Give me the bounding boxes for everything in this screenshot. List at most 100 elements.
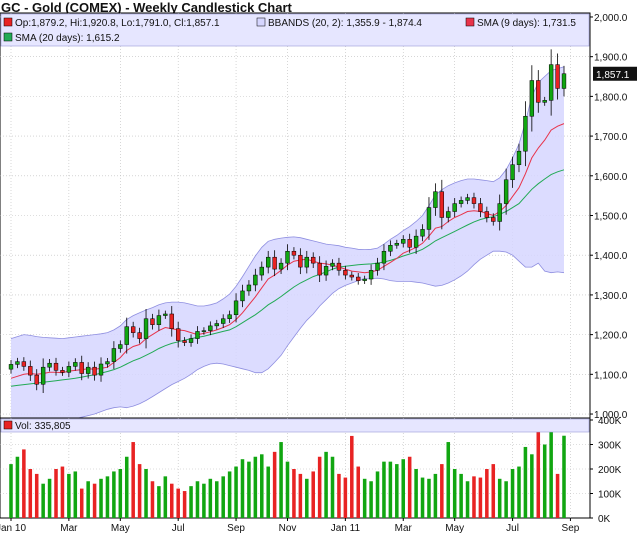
bbands-legend-swatch (256, 17, 266, 27)
volume-bar (440, 464, 444, 518)
volume-bar (510, 469, 515, 518)
candle-body-up (240, 290, 245, 302)
candle (201, 327, 207, 335)
candle-body-up (452, 203, 457, 212)
bollinger-upper-line (10, 66, 565, 340)
volume-legend-swatch (3, 420, 13, 430)
price-tick-label: 1,400.0 (594, 251, 628, 262)
candle (510, 156, 515, 188)
price-axis: 1,000.0 1,100.0 1,200.0 1,300.0 1,400.0 1,500… (590, 13, 628, 421)
candle-body-up (388, 245, 393, 252)
candle (304, 250, 309, 274)
price-tick-label: 1,800.0 (594, 92, 628, 103)
candle-body-down (130, 326, 136, 333)
volume-bars-group (9, 424, 566, 518)
volume-bar (150, 481, 155, 518)
candle (349, 271, 354, 281)
candle (336, 257, 342, 276)
candle (446, 206, 451, 223)
last-price-tag-box (593, 66, 637, 81)
candle (208, 321, 213, 336)
candle (118, 340, 123, 353)
candle-body-up (458, 200, 464, 204)
candle (227, 310, 232, 323)
volume-bar (562, 435, 566, 518)
candle (214, 319, 219, 330)
volume-bar (176, 488, 180, 518)
volume-bar (73, 471, 78, 518)
candle-body-up (208, 325, 213, 331)
sma9-legend-swatch (465, 17, 475, 27)
volume-bar (54, 469, 58, 518)
candle (497, 194, 502, 231)
volume-bar (459, 473, 463, 518)
volume-bar (169, 483, 174, 518)
candle (98, 357, 104, 382)
volume-bar (9, 464, 13, 518)
volume-bar (28, 469, 33, 518)
candle-body-up (40, 366, 46, 385)
candle (53, 357, 59, 376)
price-tick-label: 1,700.0 (594, 132, 628, 143)
candle (124, 317, 129, 354)
candle-body-up (561, 73, 567, 89)
candle (240, 284, 245, 308)
volume-bar (472, 476, 476, 518)
x-tick-label: Sep (227, 523, 245, 534)
candle-body-up (516, 150, 522, 165)
candles-group (8, 49, 567, 394)
volume-bar (452, 469, 457, 518)
candle (111, 341, 117, 369)
volume-bar (214, 481, 219, 518)
candle-body-down (298, 254, 303, 268)
ohlc-legend-swatch (3, 17, 13, 27)
candle (343, 265, 348, 280)
candle-body-up (214, 323, 219, 327)
candle-body-up (465, 197, 470, 201)
volume-bar (324, 451, 328, 518)
volume-bar (465, 481, 470, 518)
candle (285, 244, 290, 271)
volume-bar (182, 491, 187, 518)
candle-body-up (163, 313, 168, 316)
candle-body-up (548, 64, 554, 101)
volume-bar (478, 477, 483, 518)
candle (561, 65, 567, 97)
volume-bar (536, 424, 541, 518)
candle-body-down (150, 318, 155, 325)
candle-body-up (188, 338, 194, 343)
candle (259, 261, 264, 281)
volume-bar (86, 481, 90, 518)
candle (388, 240, 393, 257)
candle-body-down (336, 262, 342, 271)
volume-bar (420, 477, 425, 518)
candle (92, 361, 97, 381)
candle (221, 314, 226, 328)
volume-legend-background (0, 418, 590, 433)
candle-body-down (79, 362, 84, 374)
volume-bar (15, 456, 20, 518)
candle-body-down (349, 274, 354, 278)
candle-body-up (111, 348, 117, 362)
volume-bar (433, 473, 438, 518)
volume-tick-label: 300K (598, 441, 622, 452)
volume-bar (22, 449, 26, 518)
candle-body-up (401, 239, 406, 244)
volume-bar (144, 469, 148, 518)
candle (426, 197, 432, 240)
candle-body-up (259, 266, 264, 276)
volume-bar (221, 476, 225, 518)
candle-body-up (375, 262, 380, 271)
volume-bar (504, 481, 508, 518)
candle (433, 183, 438, 216)
candle (298, 248, 303, 275)
candle (150, 313, 155, 330)
candle-body-down (272, 256, 277, 270)
candle (266, 250, 271, 274)
price-panel: Op:1,879.2, Hi:1,920.8, Lo:1,791.0, Cl:1… (0, 12, 591, 435)
price-tick-label: 1,500.0 (594, 212, 628, 223)
volume-bar (118, 469, 123, 518)
price-tick-label: 1,300.0 (594, 291, 628, 302)
volume-bar (343, 477, 348, 518)
